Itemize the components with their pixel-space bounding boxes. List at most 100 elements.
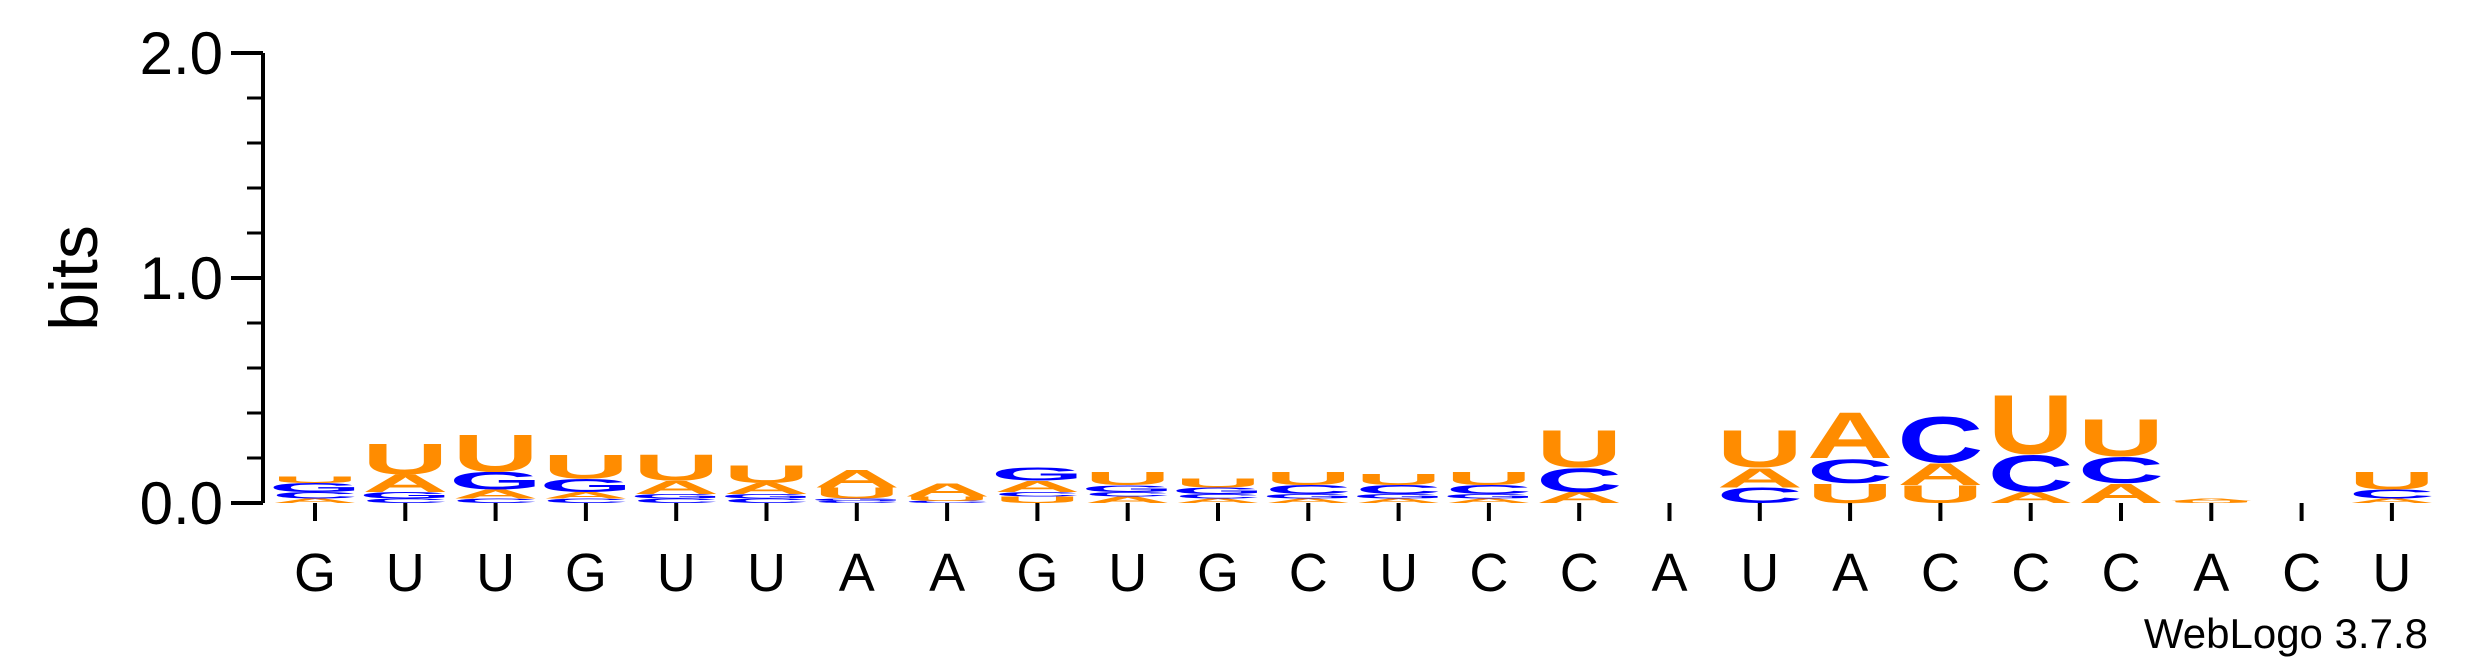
- weblogo-version-label: WebLogo 3.7.8: [2144, 610, 2428, 657]
- logo-letter-g: G: [539, 475, 632, 496]
- position-label: C: [1289, 543, 1328, 603]
- position-label: A: [1651, 543, 1687, 603]
- logo-letter-c: C: [1807, 451, 1893, 490]
- position-label: U: [657, 543, 696, 603]
- logo-letter-a: A: [1897, 457, 1983, 492]
- y-tick-label: 1.0: [140, 245, 223, 312]
- position-label: C: [1469, 543, 1508, 603]
- y-tick-label: 0.0: [140, 470, 223, 537]
- logo-letter-a: A: [723, 480, 809, 497]
- logo-letter-u: U: [904, 495, 990, 502]
- position-label: U: [476, 543, 515, 603]
- logo-column: ACU: [1988, 377, 2074, 507]
- logo-letter-u: U: [1175, 476, 1261, 490]
- logo-letter-g: G: [359, 490, 452, 501]
- position-label: A: [839, 543, 875, 603]
- logo-letter-c: C: [1897, 404, 1983, 477]
- logo-column: ACU: [1536, 419, 1622, 507]
- logo-letter-a: A: [633, 477, 719, 498]
- position-label: C: [2011, 543, 2050, 603]
- logo-letter-u: U: [1717, 419, 1803, 479]
- logo-letter-g: G: [991, 464, 1084, 485]
- logo-letter-a: A: [1265, 497, 1351, 504]
- logo-letter-c: C: [1085, 491, 1171, 498]
- position-label: U: [1740, 543, 1779, 603]
- logo-letter-a: A: [1355, 497, 1441, 504]
- logo-letter-c: C: [723, 497, 809, 504]
- logo-letter-a: A: [1085, 494, 1171, 505]
- logo-letter-u: U: [994, 494, 1080, 505]
- position-label: A: [929, 543, 965, 603]
- position-label: C: [1921, 543, 1960, 603]
- logo-letter-u: U: [362, 435, 448, 484]
- logo-letter-c: C: [452, 497, 538, 504]
- position-label: U: [1379, 543, 1418, 603]
- logo-column: UA: [2168, 498, 2254, 504]
- logo-letter-a: A: [543, 490, 629, 501]
- position-label: U: [1108, 543, 1147, 603]
- logo-letter-a: A: [994, 478, 1080, 495]
- position-label: U: [2372, 543, 2411, 603]
- logo-letter-g: G: [1172, 485, 1265, 496]
- logo-letter-c: C: [994, 491, 1080, 498]
- logo-letter-a: A: [362, 469, 448, 497]
- position-label: G: [1197, 543, 1239, 603]
- logo-letter-u: U: [2168, 500, 2254, 503]
- position-label: C: [1560, 543, 1599, 603]
- logo-letter-u: U: [2078, 407, 2164, 467]
- logo-letter-c: C: [2078, 449, 2164, 491]
- logo-letter-u: U: [1355, 471, 1441, 488]
- logo-letter-g: G: [1442, 493, 1535, 500]
- logo-letter-a: A: [2349, 497, 2435, 504]
- logo-letter-c: C: [904, 500, 990, 503]
- logo-letter-u: U: [633, 447, 719, 489]
- logo-letter-g: G: [630, 493, 723, 500]
- logo-letter-c: C: [362, 497, 448, 504]
- logo-letter-a: A: [1175, 497, 1261, 504]
- logo-letter-u: U: [723, 460, 809, 488]
- logo-column: ACU: [2078, 407, 2164, 509]
- logo-column: CAU: [1717, 419, 1803, 508]
- position-label: U: [386, 543, 425, 603]
- logo-letter-u: U: [2349, 467, 2435, 495]
- y-axis-label: bits: [36, 225, 112, 331]
- logo-letter-u: U: [1446, 468, 1532, 489]
- logo-letter-g: G: [1352, 493, 1445, 500]
- logo-letter-u: U: [452, 423, 538, 483]
- position-label: G: [1016, 543, 1058, 603]
- logo-letter-g: G: [720, 493, 813, 500]
- logo-letter-c: C: [814, 500, 900, 503]
- logo-column: CUA: [904, 480, 990, 504]
- logo-letter-a: A: [452, 487, 538, 501]
- logo-letter-u: U: [1085, 468, 1171, 489]
- logo-letter-c: C: [1536, 460, 1622, 499]
- logo-letter-a: A: [1446, 497, 1532, 504]
- logo-letter-g: G: [449, 467, 542, 495]
- logo-letter-g: G: [1262, 493, 1355, 500]
- position-label: C: [2102, 543, 2141, 603]
- position-label: G: [294, 543, 336, 603]
- y-axis: 0.0 1.0 2.0: [140, 20, 265, 537]
- logo-letter-a: A: [814, 465, 900, 493]
- logo-letter-a: A: [272, 497, 358, 504]
- logo-letter-c: C: [1265, 483, 1351, 497]
- position-label: G: [565, 543, 607, 603]
- logo-column: UCA: [1807, 399, 1893, 509]
- logo-column: UAC: [1897, 404, 1983, 509]
- logo-letter-a: A: [1717, 462, 1803, 493]
- logo-letter-a: A: [1807, 399, 1893, 472]
- logo-letter-c: C: [1446, 483, 1532, 497]
